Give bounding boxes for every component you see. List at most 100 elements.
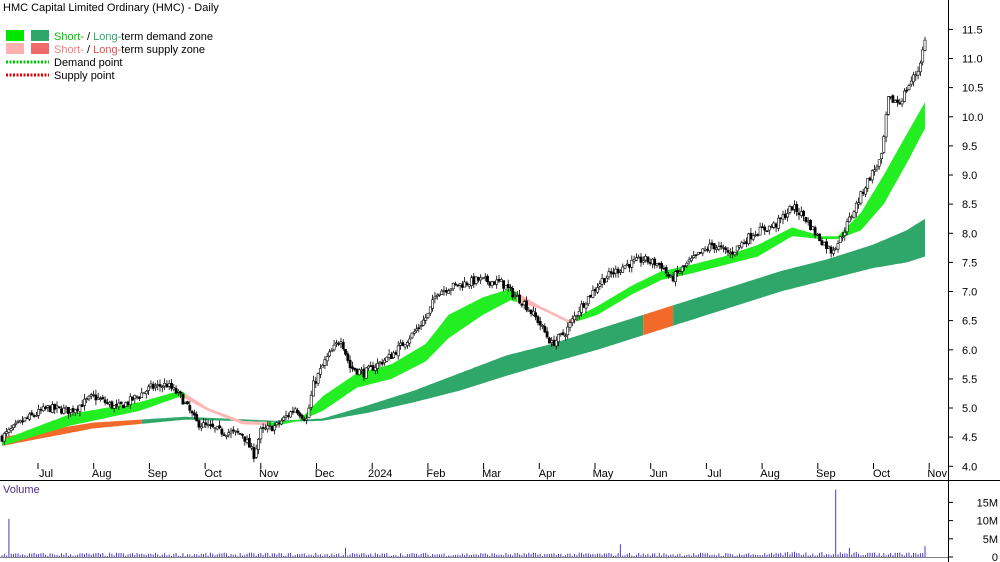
price-candle [179,390,183,399]
price-candle [241,433,244,439]
price-candle [405,340,409,349]
price-candle [225,435,228,440]
price-candle [465,280,469,287]
price-candle [573,311,577,324]
x-tick-label: 2024 [368,468,392,480]
price-candle [154,382,157,392]
price-candle [128,393,132,409]
price-candle [279,418,283,426]
price-candle [401,340,405,347]
price-candle [857,197,861,209]
price-candle [653,256,657,269]
price-candle [202,417,205,428]
price-candle [195,411,199,422]
price-candle [891,94,895,103]
short-term-demand-zone [2,390,186,446]
price-candle [673,270,677,287]
price-candle [124,401,128,408]
candles-layer [0,36,927,463]
x-axis-ticks: Jul Aug Sep Oct Nov Dec 2024 Feb Mar Apr May Jun Jul… [37,463,947,480]
price-candle [877,159,881,170]
price-candle [591,285,595,299]
price-candle [307,404,311,419]
price-candle [609,268,613,278]
price-candle [273,422,276,435]
chart-title: HMC Capital Limited Ordinary (HMC) - Dai… [3,2,219,14]
price-candle [259,425,263,444]
price-candle [204,418,208,428]
price-candle [813,225,817,239]
price-candle [825,238,828,254]
price-candle [12,424,15,431]
price-candle [847,212,851,223]
price-candle [34,412,38,417]
price-candle [561,329,565,336]
price-candle [421,315,425,327]
price-candle [2,431,6,446]
price-candle [570,315,574,327]
y-axis-ticks: 4.0 4.5 5.0 5.5 6.0 6.5 7.0 7.5 8.0 8.5 9.0 9.5 10.0… [948,24,983,473]
price-candle [229,427,233,439]
volume-axis-ticks: 0 5M 10M 15M [948,497,998,562]
price-candle [584,301,588,314]
price-candle [231,426,235,434]
price-candle [428,306,432,316]
price-candle [605,275,609,283]
price-candle [28,412,31,422]
price-candle [882,134,886,155]
price-candle [683,265,686,271]
price-candle [14,419,18,428]
price-candle [701,248,705,257]
price-candle [545,327,549,339]
price-candle [680,265,684,276]
y-tick-label: 9.5 [962,141,977,153]
price-candle [733,251,737,257]
price-candle [23,417,27,423]
price-candle [554,336,558,350]
price-candle [447,288,451,294]
price-candle [763,224,767,235]
price-candle [886,96,890,116]
price-candle [518,289,522,305]
price-candle [419,320,423,330]
y-tick-label: 7.0 [962,287,977,299]
legend-demand-point-label: Demand point [54,57,123,69]
price-candle [122,404,125,409]
price-candle [712,243,716,254]
price-candle [321,363,325,368]
price-candle [433,292,437,304]
price-candle [99,396,102,402]
price-candle [332,340,336,352]
price-candle [717,241,721,252]
price-candle [811,226,815,231]
price-candle [692,250,696,259]
y-tick-label: 11.5 [962,24,983,36]
price-candle [612,267,615,278]
long-term-demand-zone [141,314,644,424]
price-candle [289,410,293,418]
volume-panel-title: Volume [3,484,40,496]
x-tick-label: Sep [148,468,168,480]
price-candle [900,97,904,108]
y-tick-label: 6.5 [962,316,977,328]
price-candle [836,240,840,253]
price-candle [309,390,313,411]
price-candle [907,83,911,91]
price-candle [412,328,416,336]
x-tick-label: Nov [927,468,947,480]
price-candle [831,246,835,257]
price-candle [864,186,867,197]
price-candle [103,396,107,406]
price-candle [804,217,808,224]
price-candle [57,406,61,409]
legend-short-demand-swatch [6,30,24,41]
price-candle [795,201,799,217]
price-candle [641,256,645,265]
price-candle [495,275,499,289]
y-tick-label: 10.0 [962,112,983,124]
price-candle [708,239,712,254]
price-candle [348,355,352,373]
price-candle [751,232,755,242]
legend-long-supply-swatch [31,43,49,54]
